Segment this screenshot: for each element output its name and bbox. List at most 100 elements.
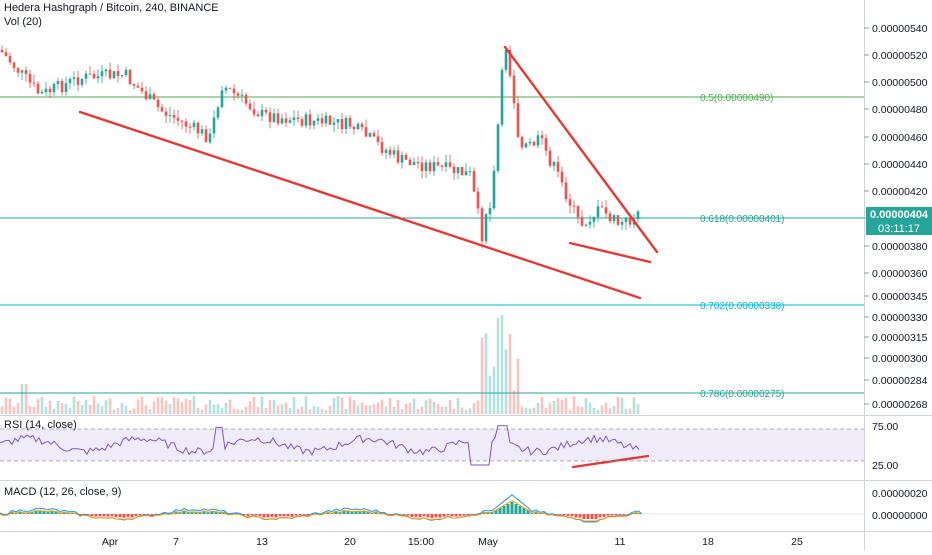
candle-body bbox=[600, 206, 604, 208]
macd-histogram-bar bbox=[202, 510, 206, 514]
volume-bar bbox=[48, 400, 52, 414]
macd-histogram-bar bbox=[494, 510, 498, 514]
macd-histogram-bar bbox=[526, 510, 530, 514]
volume-bar bbox=[104, 400, 108, 414]
candle-body bbox=[140, 87, 144, 92]
fib-level-label: 0.618(0.00000401) bbox=[700, 214, 785, 225]
volume-bar bbox=[28, 406, 32, 414]
candle-body bbox=[348, 117, 352, 127]
candle-body bbox=[8, 55, 12, 63]
volume-bar bbox=[428, 398, 432, 414]
time-axis[interactable]: Apr 7 13 20 15:00 May 11 18 25 bbox=[102, 536, 803, 548]
macd-histogram-bar bbox=[422, 514, 426, 517]
candle-body bbox=[0, 50, 4, 53]
volume-bar bbox=[536, 402, 540, 414]
macd-histogram-bar bbox=[562, 514, 566, 516]
volume-bar bbox=[172, 397, 176, 414]
macd-histogram-bar bbox=[570, 514, 574, 517]
price-tick-label: 0.00000500 bbox=[872, 77, 928, 89]
volume-bars bbox=[0, 315, 640, 414]
candle-body bbox=[244, 94, 248, 104]
candle-body bbox=[596, 206, 600, 217]
candle-body bbox=[124, 69, 128, 76]
candle-body bbox=[536, 135, 540, 146]
volume-bar bbox=[108, 398, 112, 414]
candle-body bbox=[580, 217, 584, 226]
time-tick-label: 11 bbox=[615, 536, 626, 548]
price-tick-label: 0.00000420 bbox=[872, 186, 928, 198]
trendlines[interactable] bbox=[78, 45, 659, 469]
candle-body bbox=[156, 99, 160, 108]
volume-bar bbox=[416, 408, 420, 414]
volume-bar bbox=[0, 406, 4, 414]
candles bbox=[0, 45, 640, 249]
volume-bar bbox=[300, 406, 304, 414]
candle-body bbox=[628, 218, 632, 225]
candle-body bbox=[52, 83, 56, 93]
candle-body bbox=[636, 211, 640, 220]
macd-histogram-bar bbox=[142, 514, 146, 515]
volume-bar bbox=[600, 405, 604, 414]
macd-histogram-bar bbox=[534, 511, 538, 514]
macd-histogram-bar bbox=[446, 514, 450, 516]
volume-bar bbox=[480, 337, 484, 414]
macd-histogram-bar bbox=[430, 514, 434, 518]
macd-histogram-bar bbox=[78, 514, 82, 515]
volume-bar bbox=[76, 401, 80, 414]
volume-bar bbox=[588, 402, 592, 414]
candle-body bbox=[136, 85, 140, 88]
price-axis[interactable]: 0.00000540 0.00000520 0.00000500 0.00000480… bbox=[864, 23, 928, 522]
candle-body bbox=[508, 49, 512, 76]
macd-histogram-bar bbox=[594, 514, 598, 519]
volume-bar bbox=[24, 384, 28, 414]
volume-bar bbox=[508, 333, 512, 414]
volume-bar bbox=[192, 396, 196, 414]
candle-body bbox=[484, 214, 488, 242]
macd-histogram-bar bbox=[90, 514, 94, 517]
volume-bar bbox=[584, 398, 588, 414]
trendline bbox=[568, 241, 652, 264]
candle-body bbox=[40, 92, 44, 94]
candle-body bbox=[300, 119, 304, 126]
volume-bar bbox=[132, 408, 136, 414]
macd-label: MACD (12, 26, close, 9) bbox=[4, 486, 122, 498]
volume-bar bbox=[476, 400, 480, 414]
candle-body bbox=[324, 115, 328, 124]
candle-body bbox=[60, 81, 64, 93]
candle-body bbox=[168, 115, 172, 117]
volume-bar bbox=[64, 403, 68, 414]
volume-bar bbox=[336, 396, 340, 414]
macd-histogram-bar bbox=[102, 514, 106, 517]
volume-bar bbox=[448, 399, 452, 414]
candle-body bbox=[408, 159, 412, 166]
macd-histogram-bar bbox=[186, 511, 190, 514]
candle-body bbox=[396, 150, 400, 163]
volume-bar bbox=[360, 402, 364, 414]
macd-histogram-bar bbox=[554, 514, 558, 515]
macd-histogram-bar bbox=[426, 514, 430, 518]
macd-histogram-bar bbox=[574, 514, 578, 518]
candle-body bbox=[528, 141, 532, 144]
macd-histogram-bar bbox=[586, 514, 590, 519]
candle-body bbox=[96, 76, 100, 79]
volume-bar bbox=[212, 404, 216, 414]
candle-body bbox=[380, 141, 384, 153]
volume-bar bbox=[256, 407, 260, 414]
macd-histogram-bar bbox=[206, 511, 210, 514]
macd-histogram-bar bbox=[282, 514, 286, 517]
price-tick-label: 0.00000284 bbox=[872, 375, 928, 387]
macd-histogram-bar bbox=[294, 514, 298, 516]
volume-bar bbox=[500, 315, 504, 414]
candle-body bbox=[496, 124, 500, 171]
macd-histogram-bar bbox=[214, 511, 218, 514]
macd-histogram-bar bbox=[106, 514, 110, 517]
macd-histogram-bar bbox=[458, 514, 462, 516]
volume-bar bbox=[464, 409, 468, 414]
macd-histogram-bar bbox=[138, 514, 142, 516]
candle-body bbox=[356, 123, 360, 130]
macd-histogram-bar bbox=[358, 511, 362, 514]
candle-body bbox=[368, 133, 372, 137]
candle-body bbox=[612, 215, 616, 222]
